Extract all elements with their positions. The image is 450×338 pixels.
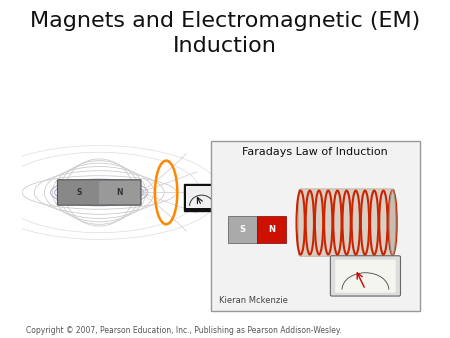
Text: S: S bbox=[239, 225, 245, 234]
Bar bbox=[257, 216, 286, 243]
Bar bbox=[211, 141, 420, 312]
Text: Faradays Law of Induction: Faradays Law of Induction bbox=[243, 147, 388, 157]
Text: N: N bbox=[268, 225, 275, 234]
FancyBboxPatch shape bbox=[335, 260, 396, 293]
FancyBboxPatch shape bbox=[58, 180, 141, 205]
Ellipse shape bbox=[389, 191, 396, 255]
Text: Kieran Mckenzie: Kieran Mckenzie bbox=[219, 296, 288, 306]
Bar bbox=[99, 181, 140, 204]
Text: N: N bbox=[116, 188, 123, 197]
Bar bbox=[184, 184, 219, 211]
Text: S: S bbox=[76, 188, 81, 197]
FancyBboxPatch shape bbox=[299, 189, 395, 256]
Text: Magnets and Electromagnetic (EM)
Induction: Magnets and Electromagnetic (EM) Inducti… bbox=[30, 11, 420, 56]
Bar bbox=[186, 186, 217, 208]
Bar bbox=[228, 216, 257, 243]
FancyBboxPatch shape bbox=[330, 256, 400, 296]
Text: Copyright © 2007, Pearson Education, Inc., Publishing as Pearson Addison-Wesley.: Copyright © 2007, Pearson Education, Inc… bbox=[26, 326, 342, 335]
